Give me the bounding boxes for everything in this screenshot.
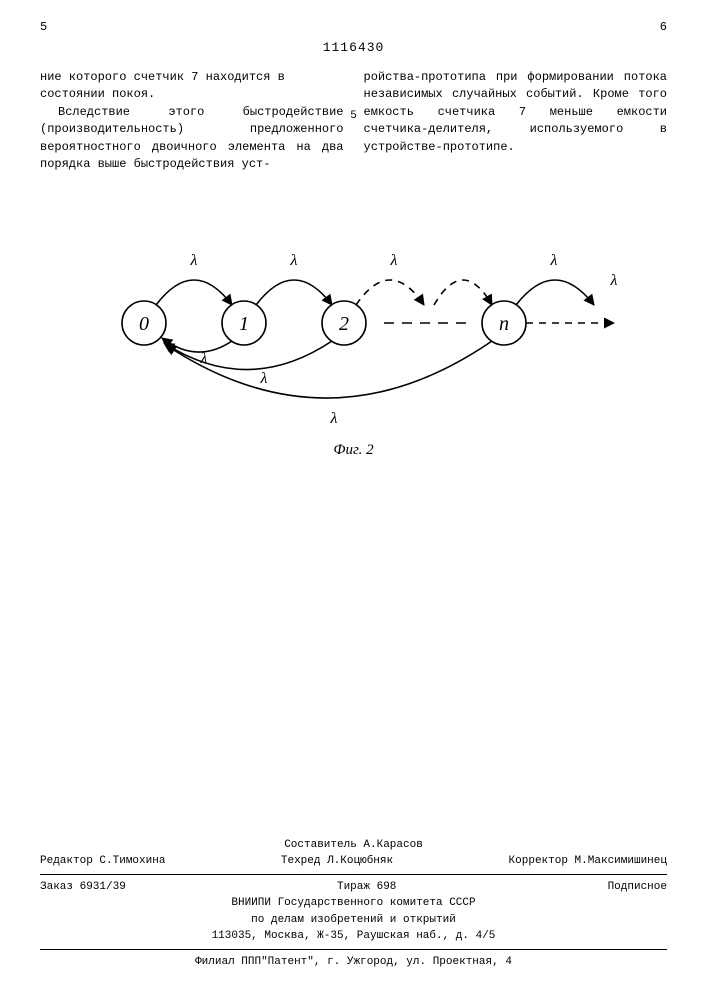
right-column: ройства-прототипа при формировании поток…: [364, 69, 668, 173]
svg-text:λ: λ: [609, 272, 617, 289]
editor: Редактор С.Тимохина: [40, 853, 165, 870]
divider: [40, 949, 667, 950]
colnum-right: 6: [660, 20, 667, 34]
svg-text:λ: λ: [289, 252, 297, 269]
svg-text:0: 0: [139, 313, 149, 335]
divider: [40, 874, 667, 875]
patent-number: 1116430: [40, 40, 667, 55]
paragraph: Вследствие этого быстродействие (произво…: [40, 104, 344, 174]
paragraph: ние которого счетчик 7 находится в: [40, 69, 344, 86]
svg-text:λ: λ: [199, 350, 207, 367]
address: 113035, Москва, Ж-35, Раушская наб., д. …: [40, 928, 667, 945]
svg-text:2: 2: [339, 313, 349, 335]
figure-caption: Фиг. 2: [74, 442, 634, 459]
corrector: Корректор М.Максимишинец: [509, 853, 667, 870]
subscription: Подписное: [608, 879, 667, 896]
circulation: Тираж 698: [337, 879, 396, 896]
technical-editor: Техред Л.Коцюбняк: [281, 853, 393, 870]
page: 5 6 1116430 ние которого счетчик 7 наход…: [0, 0, 707, 1000]
colophon: Составитель А.Карасов Редактор С.Тимохин…: [40, 837, 667, 971]
state-diagram: λ λ λ λ λ λ λ λ 0 1 2 n Фиг. 2: [74, 223, 634, 459]
order-number: Заказ 6931/39: [40, 879, 126, 896]
org-line-1: ВНИИПИ Государственного комитета СССР: [40, 895, 667, 912]
svg-text:λ: λ: [549, 252, 557, 269]
svg-text:n: n: [499, 313, 509, 335]
column-numbers: 5 6: [40, 20, 667, 34]
print-row: Заказ 6931/39 Тираж 698 Подписное: [40, 879, 667, 896]
svg-text:λ: λ: [329, 410, 337, 427]
svg-text:λ: λ: [189, 252, 197, 269]
org-line-2: по делам изобретений и открытий: [40, 912, 667, 929]
svg-text:λ: λ: [259, 370, 267, 387]
staff-row: Редактор С.Тимохина Техред Л.Коцюбняк Ко…: [40, 853, 667, 870]
svg-text:1: 1: [239, 313, 249, 335]
paragraph: ройства-прототипа при формировании поток…: [364, 69, 668, 156]
compiler-line: Составитель А.Карасов: [40, 837, 667, 854]
svg-text:λ: λ: [389, 252, 397, 269]
line-number-marker: 5: [350, 110, 357, 122]
paragraph: состоянии покоя.: [40, 86, 344, 103]
left-column: ние которого счетчик 7 находится в состо…: [40, 69, 344, 173]
diagram-svg: λ λ λ λ λ λ λ λ 0 1 2 n: [74, 223, 634, 433]
branch: Филиал ППП"Патент", г. Ужгород, ул. Прое…: [40, 954, 667, 971]
colnum-left: 5: [40, 20, 47, 34]
